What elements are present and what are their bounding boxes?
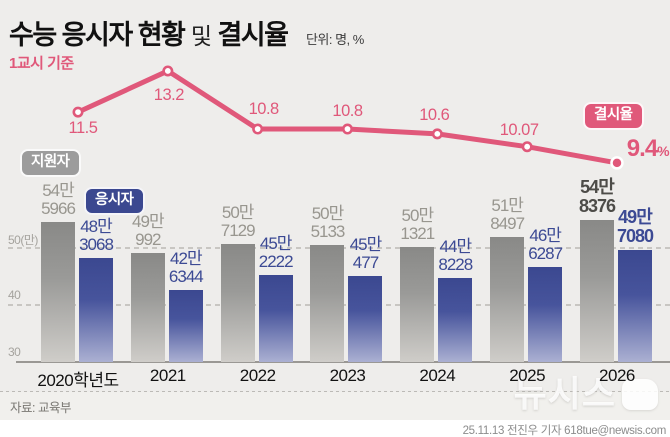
- applicants-value-label: 50만 5133: [310, 204, 346, 242]
- byline-credit: 25.11.13 전진우 기자 618tue@newsis.com: [462, 425, 667, 437]
- year-label: 2025: [509, 366, 546, 385]
- page-title: 수능 응시자 현황 및 결시율 단위: 명, %: [9, 13, 364, 52]
- examinees-bar: [348, 276, 383, 362]
- applicants-value-label: 50만 7129: [220, 202, 256, 240]
- absence-rate-point: [252, 123, 264, 135]
- applicants-value-label: 49만 992: [132, 212, 165, 250]
- absence-rate-value-label: 10.8: [248, 100, 280, 119]
- applicants-bar: [220, 243, 255, 362]
- applicants-bar: [310, 245, 345, 362]
- examinees-value-label: 49만 7080: [616, 206, 654, 246]
- year-label: 2023: [329, 366, 366, 385]
- examinees-bar: [79, 257, 113, 362]
- title-conjunction: 및: [190, 23, 212, 49]
- absence-rate-value-label: 10.07: [499, 120, 539, 139]
- year-label: 2024: [419, 366, 456, 385]
- examinees-value-label: 45만 477: [349, 235, 383, 273]
- legend-badge-applicants: 지원자: [20, 149, 81, 177]
- year-label: 2022: [239, 366, 276, 385]
- absence-rate-point: [72, 106, 84, 118]
- examinees-value-label: 42만 6344: [168, 248, 204, 286]
- absence-rate-value-label: 10.6: [419, 105, 450, 124]
- examinees-bar: [438, 277, 473, 362]
- absence-rate-point: [341, 123, 353, 135]
- unit-note: 단위: 명, %: [305, 32, 364, 47]
- applicants-bar: [130, 253, 165, 362]
- credit-strip: 25.11.13 전진우 기자 618tue@newsis.com: [0, 420, 670, 437]
- legend-badge-examinees: 응시자: [84, 187, 145, 215]
- examinees-bar: [258, 275, 293, 362]
- absence-rate-point: [431, 128, 443, 140]
- applicants-bar: [579, 220, 614, 362]
- data-source: 자료: 교육부: [10, 401, 71, 415]
- footer-zone: [0, 392, 670, 420]
- absence-rate-point: [521, 141, 533, 153]
- absence-rate-value-label: 11.5: [68, 119, 98, 138]
- examinees-bar: [168, 289, 203, 362]
- newsis-watermark: 뉴시스: [514, 376, 658, 412]
- applicants-value-label: 51만 8497: [490, 196, 525, 234]
- examinees-bar: [528, 267, 563, 362]
- applicants-value-label: 50만 1321: [400, 206, 435, 244]
- applicants-bar: [400, 247, 435, 362]
- year-label: 2021: [149, 366, 186, 385]
- applicants-value-label: 54만 5966: [41, 180, 76, 218]
- title-main: 수능 응시자 현황: [9, 20, 186, 50]
- examinees-value-label: 45만 2222: [258, 234, 294, 272]
- applicants-value-label: 54만 8376: [578, 177, 616, 217]
- examinees-value-label: 48만 3068: [79, 216, 114, 254]
- absence-rate-point: [162, 65, 174, 77]
- newsis-logo-icon: [622, 378, 658, 410]
- absence-rate-value-label: 10.8: [332, 102, 363, 121]
- year-label: 2020학년도: [37, 371, 119, 390]
- subtitle-basis: 1교시 기준: [9, 55, 74, 72]
- examinees-bar: [617, 249, 652, 362]
- y-tick-label: 50(만): [8, 233, 38, 247]
- applicants-bar: [490, 237, 525, 362]
- absence-rate-value-label: 13.2: [153, 85, 185, 104]
- examinees-value-label: 46만 6287: [528, 226, 563, 264]
- year-label: 2026: [599, 366, 635, 385]
- x-axis-baseline: [16, 361, 670, 363]
- absence-rate-final-value: 9.4%: [626, 134, 670, 162]
- legend-badge-absence-rate: 결시율: [583, 102, 644, 130]
- y-tick-label: 40: [8, 288, 21, 302]
- applicants-bar: [41, 221, 75, 362]
- examinees-value-label: 44만 8228: [438, 236, 473, 274]
- y-tick-label: 30: [8, 345, 21, 359]
- title-tail: 결시율: [217, 20, 289, 50]
- watermark-text: 뉴시스: [513, 373, 616, 414]
- footer-dotted-divider: [0, 391, 670, 392]
